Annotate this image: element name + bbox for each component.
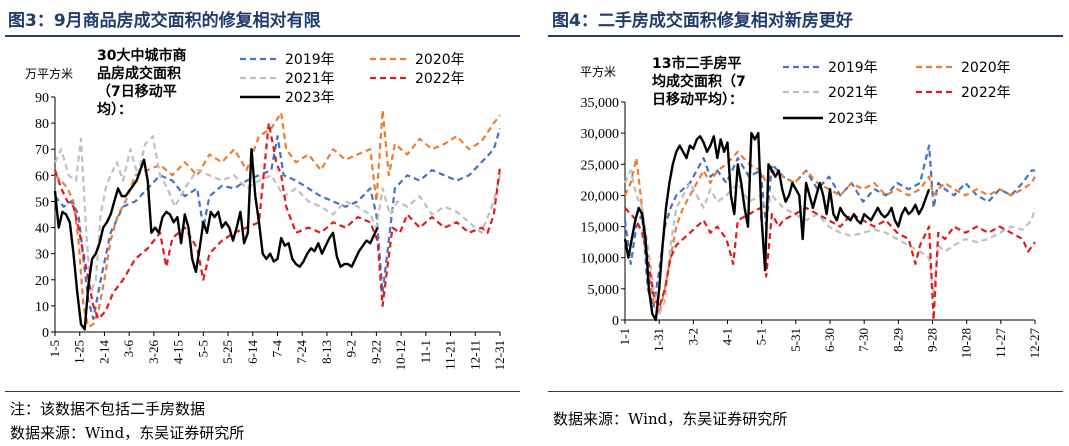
y-tick-label: 10,000 [581,252,620,267]
x-tick-label: 5-1 [754,328,769,345]
y-tick-label: 70 [35,143,49,158]
chart2: 平方米 0 5,000 10,000 15,000 20,000 25,000 30,000 3… [580,55,1042,359]
panel2-bottom-rule [548,391,1063,392]
x-tick-label: 10-12 [393,340,408,370]
x-tick-label: 1-25 [72,340,87,364]
y-tick-label: 35,000 [581,96,620,111]
chart-title-line: 均成交面积（7 [652,73,746,90]
panel2-source: 数据来源：Wind，东吴证券研究所 [553,410,788,428]
legend-label: 2022年 [961,85,1011,101]
x-tick-label: 4-1 [720,328,735,345]
chart-title-line: 日移动平均）： [652,91,743,108]
y-axis-label: 万平方米 [25,66,73,81]
x-tick-label: 10-28 [959,328,974,358]
chart-title-line: 均）： [97,101,132,118]
legend-label: 2021年 [828,85,878,101]
x-tick-label: 7-30 [856,328,871,352]
x-tick-label: 9-28 [925,328,940,352]
x-tick-label: 12-27 [1027,328,1042,359]
chart-title-line: 品房成交面积 [97,65,181,82]
y-tick-label: 20 [35,274,49,289]
y-tick-label: 90 [35,91,49,106]
legend-label: 2019年 [285,52,335,68]
legend-label: 2023年 [828,111,878,127]
series-line-2019年 [623,144,1035,309]
chart1: 万平方米 0 10 20 30 40 50 60 70 80 90 1-5 1-25 2-14 3-6 3-2… [25,47,507,370]
x-tick-label: 7-4 [270,340,285,358]
y-tick-label: 20,000 [581,189,620,204]
x-tick-label: 1-1 [617,328,632,345]
y-tick-label: 50 [35,195,49,210]
series-line-2020年 [624,150,1036,315]
x-tick-label: 6-14 [245,340,260,364]
x-tick-label: 5-5 [195,340,210,357]
y-tick-label: 30,000 [581,127,620,142]
series-line-2022年 [53,121,502,320]
y-tick-label: 40 [35,222,49,237]
legend-label: 2019年 [828,60,878,76]
legend-label: 2021年 [285,71,335,87]
series-line-2023年 [53,147,379,331]
series-line-2022年 [624,206,1036,322]
y-tick-label: 0 [42,326,49,341]
x-tick-label: 11-21 [443,340,458,370]
x-tick-label: 7-24 [294,340,309,364]
legend-label: 2020年 [961,60,1011,76]
chart-title-line: 30大中城市商 [97,47,186,64]
y-tick-label: 60 [35,169,49,184]
x-tick-label: 3-26 [146,340,161,364]
y-tick-label: 30 [35,248,49,263]
chart-title-line: （7日移动平 [97,83,177,100]
y-axis-label: 平方米 [580,64,616,79]
x-tick-label: 8-29 [890,328,905,352]
y-tick-label: 0 [612,314,619,329]
y-tick-label: 80 [35,117,49,132]
panel1-note: 注：该数据不包括二手房数据 [10,400,206,418]
x-tick-label: 1-5 [47,340,62,357]
panel1-top-rule [5,35,520,37]
series-line-2023年 [623,131,931,322]
x-tick-label: 2-14 [96,340,111,364]
panel1-source: 数据来源：Wind，东吴证券研究所 [10,424,245,442]
y-tick-label: 10 [35,300,49,315]
legend-label: 2022年 [415,71,465,87]
x-tick-label: 12-11 [467,340,482,370]
series-line-2021年 [54,135,502,294]
y-tick-label: 25,000 [581,158,620,173]
x-tick-label: 4-15 [171,340,186,364]
y-tick-label: 15,000 [581,221,620,236]
x-tick-label: 6-30 [822,328,837,352]
series-line-2019年 [54,127,502,320]
panel2-title: 图4：二手房成交面积修复相对新房更好 [552,11,853,31]
chart-title-line: 13市二手房平 [652,55,741,72]
x-tick-label: 11-27 [993,328,1008,358]
x-tick-label: 5-25 [220,340,235,364]
x-tick-label: 3-2 [685,328,700,345]
panel1-title: 图3：9月商品房成交面积的修复相对有限 [8,11,321,31]
y-tick-label: 5,000 [588,283,620,298]
legend-label: 2023年 [285,90,335,106]
x-tick-label: 9-22 [368,340,383,364]
x-tick-label: 9-2 [344,340,359,357]
x-tick-label: 11-1 [418,340,433,363]
legend-label: 2020年 [415,52,465,68]
x-tick-label: 1-31 [651,328,666,352]
x-tick-label: 8-13 [319,340,334,364]
x-tick-label: 5-31 [788,328,803,352]
x-tick-label: 12-31 [492,340,507,370]
panel2-top-rule [548,35,1063,37]
panel1-bottom-rule [5,391,520,392]
x-tick-label: 3-6 [121,340,136,358]
